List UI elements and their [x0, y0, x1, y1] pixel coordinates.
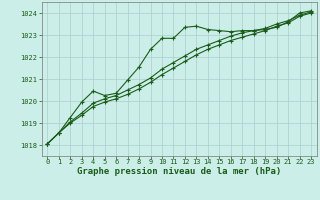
- X-axis label: Graphe pression niveau de la mer (hPa): Graphe pression niveau de la mer (hPa): [77, 167, 281, 176]
